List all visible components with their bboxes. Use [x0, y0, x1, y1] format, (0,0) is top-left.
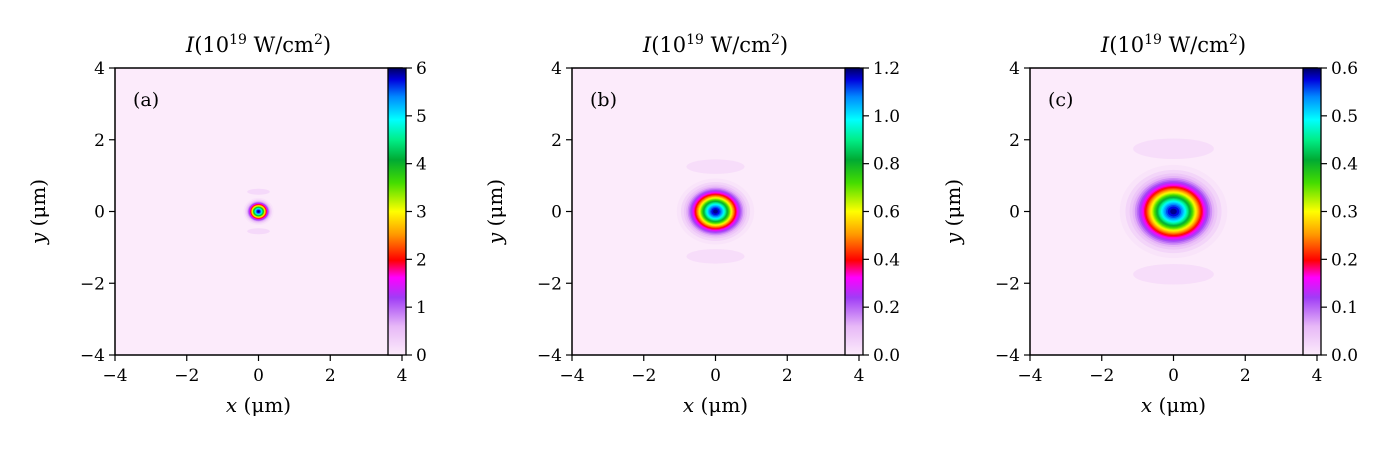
x-tick-label: −4: [559, 366, 584, 386]
y-tick-label: 0: [551, 203, 562, 223]
colorbar: [1303, 68, 1321, 355]
colorbar: [388, 68, 406, 355]
sidelobe-top: [247, 188, 270, 195]
colorbar-tick-label: 0.4: [873, 250, 900, 270]
colorbar-tick-label: 0.1: [1331, 298, 1358, 318]
colorbar-tick-label: 0.2: [873, 298, 900, 318]
x-tick-label: 4: [397, 366, 408, 386]
y-axis-label: y (μm): [26, 179, 50, 245]
y-tick-label: 4: [94, 59, 105, 79]
contour-level: [1170, 208, 1177, 215]
colorbar-tick-label: 4: [416, 155, 427, 175]
plot-title: I(1019 W/cm2): [1100, 32, 1246, 57]
panels: I(1019 W/cm2) (a) −4 −2 0 2 4 −4 −2 0 2 4 x (μm) y (μ…: [26, 32, 1358, 417]
x-tick-label: 0: [1168, 366, 1179, 386]
panel-label: (b): [590, 89, 617, 111]
y-axis-label: y (μm): [483, 179, 507, 245]
sidelobe-bottom: [247, 228, 270, 235]
x-tick-label: −2: [174, 366, 199, 386]
x-tick-label: 0: [253, 366, 264, 386]
y-tick-label: 0: [1009, 203, 1020, 223]
colorbar-tick-label: 0: [416, 346, 427, 366]
colorbar-tick-label: 6: [416, 59, 427, 79]
colorbar-tick-label: 1: [416, 298, 427, 318]
colorbar-tick-label: 0.3: [1331, 203, 1358, 223]
y-tick-label: 2: [94, 131, 105, 151]
colorbar-tick-label: 0.8: [873, 155, 900, 175]
y-tick-label: −4: [537, 346, 562, 366]
contour-level: [257, 210, 260, 213]
panel-label: (c): [1048, 89, 1073, 111]
y-tick-label: 4: [551, 59, 562, 79]
sidelobe-top: [1133, 138, 1214, 159]
y-tick-label: −2: [995, 274, 1020, 294]
y-tick-label: −2: [80, 274, 105, 294]
colorbar-tick-label: 0.6: [873, 203, 900, 223]
colorbar-tick-label: 5: [416, 107, 427, 127]
intensity-field: [1119, 138, 1228, 285]
y-tick-label: 4: [1009, 59, 1020, 79]
colorbar-tick-label: 0.2: [1331, 250, 1358, 270]
x-tick-label: 2: [325, 366, 336, 386]
x-tick-label: −2: [631, 366, 656, 386]
colorbar-tick-label: 1.2: [873, 59, 900, 79]
colorbar-tick-label: 3: [416, 203, 427, 223]
y-tick-label: −4: [80, 346, 105, 366]
sidelobe-top: [686, 159, 745, 174]
x-axis-label: x (μm): [1141, 393, 1206, 417]
y-axis-label: y (μm): [941, 179, 965, 245]
panel-label: (a): [133, 89, 159, 111]
colorbar-tick-label: 0.0: [873, 346, 900, 366]
x-tick-label: −4: [1017, 366, 1042, 386]
sidelobe-bottom: [1133, 264, 1214, 285]
y-tick-label: −4: [995, 346, 1020, 366]
panel-b: I(1019 W/cm2) (b) −4 −2 0 2 4 −4 −2 0 2 4 x (μm) y (μ…: [483, 32, 900, 417]
x-tick-label: 0: [710, 366, 721, 386]
colorbar-tick-label: 0.0: [1331, 346, 1358, 366]
intensity-field: [243, 188, 274, 235]
y-tick-label: 0: [94, 203, 105, 223]
x-tick-label: 4: [1312, 366, 1323, 386]
x-tick-label: −4: [102, 366, 127, 386]
y-tick-label: −2: [537, 274, 562, 294]
panel-a: I(1019 W/cm2) (a) −4 −2 0 2 4 −4 −2 0 2 4 x (μm) y (μ…: [26, 32, 427, 417]
sidelobe-bottom: [686, 249, 745, 264]
colorbar-tick-label: 2: [416, 250, 427, 270]
colorbar-tick-label: 0.4: [1331, 155, 1358, 175]
intensity-field: [676, 159, 755, 264]
x-tick-label: 2: [782, 366, 793, 386]
plot-title: I(1019 W/cm2): [642, 32, 788, 57]
y-tick-label: 2: [1009, 131, 1020, 151]
colorbar: [845, 68, 863, 355]
contour-level: [713, 209, 718, 214]
panel-c: I(1019 W/cm2) (c) −4 −2 0 2 4 −4 −2 0 2 4 x (μm) y (μ…: [941, 32, 1358, 417]
plot-title: I(1019 W/cm2): [185, 32, 331, 57]
y-tick-label: 2: [551, 131, 562, 151]
colorbar-tick-label: 0.5: [1331, 107, 1358, 127]
x-tick-label: −2: [1089, 366, 1114, 386]
x-axis-label: x (μm): [226, 393, 291, 417]
colorbar-tick-label: 1.0: [873, 107, 900, 127]
x-tick-label: 2: [1240, 366, 1251, 386]
x-axis-label: x (μm): [683, 393, 748, 417]
x-tick-label: 4: [854, 366, 865, 386]
colorbar-tick-label: 0.6: [1331, 59, 1358, 79]
